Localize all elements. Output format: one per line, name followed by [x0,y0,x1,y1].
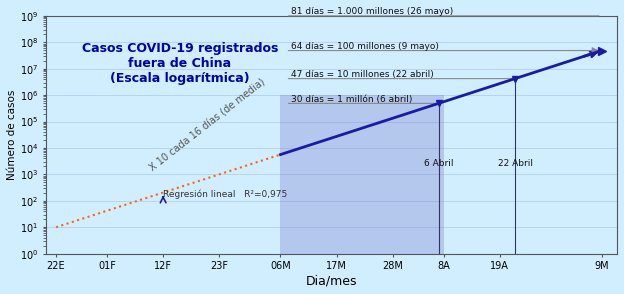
Y-axis label: Número de casos: Número de casos [7,90,17,180]
Text: 22 Abril: 22 Abril [497,158,532,168]
Text: 6 Abril: 6 Abril [424,158,453,168]
Text: 81 días = 1.000 millones (26 mayo): 81 días = 1.000 millones (26 mayo) [291,7,453,16]
X-axis label: Dia/mes: Dia/mes [306,274,357,287]
Bar [280,95,444,254]
Text: 47 días = 10 millones (22 abril): 47 días = 10 millones (22 abril) [291,70,434,79]
Text: Casos COVID-19 registrados
fuera de China
(Escala logarítmica): Casos COVID-19 registrados fuera de Chin… [82,42,278,85]
Text: 30 días = 1 millón (6 abril): 30 días = 1 millón (6 abril) [291,95,412,104]
Text: 64 días = 100 millones (9 mayo): 64 días = 100 millones (9 mayo) [291,42,439,51]
Text: Regresión lineal   R²=0,975: Regresión lineal R²=0,975 [163,190,288,199]
Text: X 10 cada 16 días (de media): X 10 cada 16 días (de media) [148,77,267,173]
